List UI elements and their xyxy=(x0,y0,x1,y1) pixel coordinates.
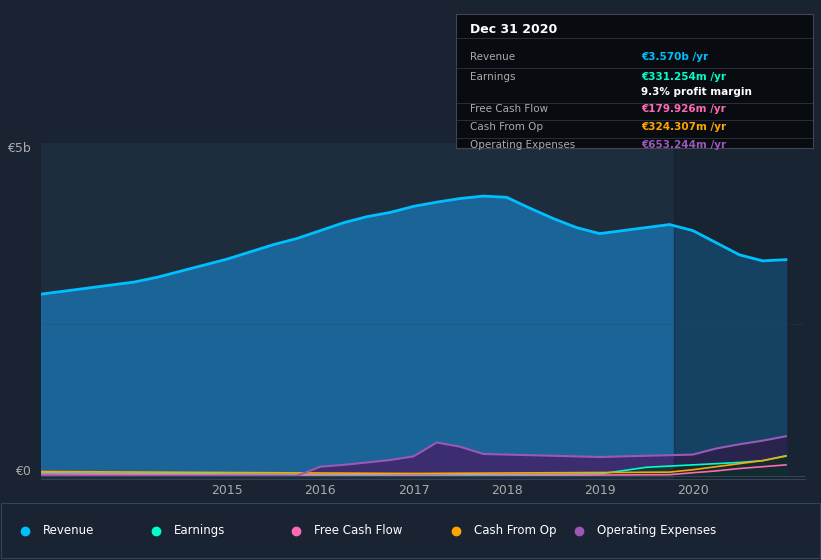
Text: €653.244m /yr: €653.244m /yr xyxy=(641,141,727,150)
Text: Cash From Op: Cash From Op xyxy=(474,524,556,537)
Text: Cash From Op: Cash From Op xyxy=(470,122,543,132)
Bar xyxy=(674,143,805,479)
Text: Earnings: Earnings xyxy=(174,524,226,537)
Text: Operating Expenses: Operating Expenses xyxy=(597,524,716,537)
Text: €331.254m /yr: €331.254m /yr xyxy=(641,72,727,82)
Text: Free Cash Flow: Free Cash Flow xyxy=(470,104,548,114)
Text: Dec 31 2020: Dec 31 2020 xyxy=(470,24,557,36)
Text: Operating Expenses: Operating Expenses xyxy=(470,141,576,150)
Text: €5b: €5b xyxy=(7,142,31,155)
Text: Revenue: Revenue xyxy=(470,52,515,62)
Text: Earnings: Earnings xyxy=(470,72,516,82)
Text: Free Cash Flow: Free Cash Flow xyxy=(314,524,402,537)
Text: €3.570b /yr: €3.570b /yr xyxy=(641,52,709,62)
Text: €179.926m /yr: €179.926m /yr xyxy=(641,104,726,114)
Text: €0: €0 xyxy=(16,465,31,478)
Text: Revenue: Revenue xyxy=(43,524,94,537)
Text: €324.307m /yr: €324.307m /yr xyxy=(641,122,727,132)
Text: 9.3% profit margin: 9.3% profit margin xyxy=(641,87,752,96)
